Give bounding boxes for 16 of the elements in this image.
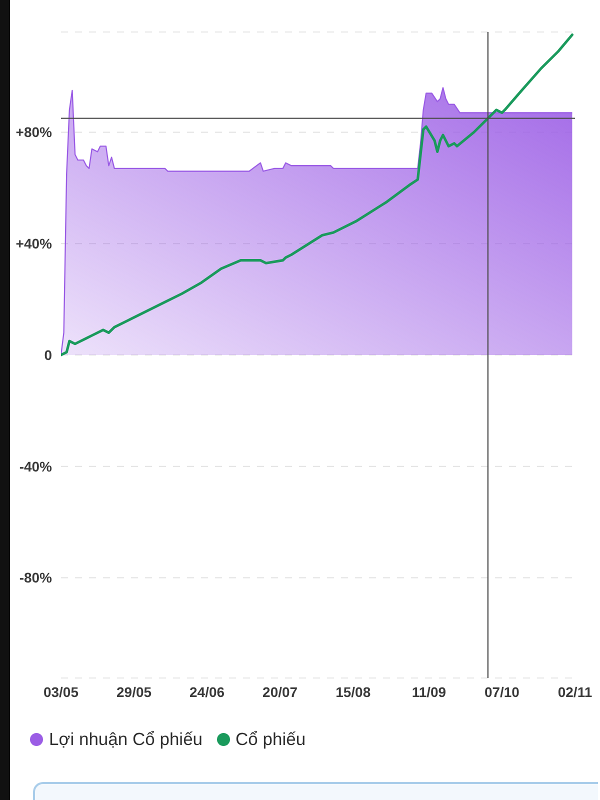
y-tick-label: +80% bbox=[16, 124, 53, 140]
legend-label: Lợi nhuận Cổ phiếu bbox=[49, 728, 203, 750]
line-series bbox=[61, 33, 574, 356]
y-tick-label: -80% bbox=[19, 570, 53, 586]
x-tick-label: 15/08 bbox=[336, 684, 371, 700]
y-tick-label: -40% bbox=[19, 458, 53, 474]
x-tick-label: 11/09 bbox=[412, 684, 446, 700]
x-tick-label: 20/07 bbox=[262, 684, 298, 700]
x-tick-label: 02/11 bbox=[558, 684, 592, 700]
x-tick-label: 24/06 bbox=[190, 684, 225, 700]
x-tick-label: 07/10 bbox=[484, 684, 520, 700]
y-tick-label: 0 bbox=[44, 346, 52, 363]
x-tick-label: 03/05 bbox=[43, 684, 79, 700]
legend-label: Cổ phiếu bbox=[236, 728, 306, 750]
y-tick-label: +40% bbox=[16, 236, 53, 252]
x-tick-label: 29/05 bbox=[116, 684, 152, 700]
